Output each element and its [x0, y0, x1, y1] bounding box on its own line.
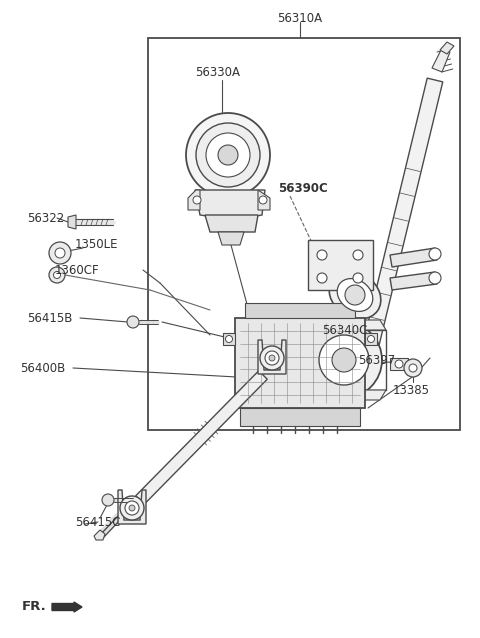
- Polygon shape: [258, 340, 286, 374]
- Polygon shape: [302, 390, 386, 400]
- Text: 56415B: 56415B: [27, 311, 72, 325]
- Circle shape: [259, 196, 267, 204]
- Text: 56310A: 56310A: [277, 11, 323, 24]
- Circle shape: [317, 250, 327, 260]
- Polygon shape: [390, 248, 437, 267]
- Circle shape: [186, 113, 270, 197]
- Circle shape: [120, 496, 144, 520]
- Circle shape: [53, 272, 60, 279]
- Text: 56340C: 56340C: [322, 323, 367, 336]
- Bar: [365, 333, 377, 345]
- Text: 56322: 56322: [27, 212, 64, 225]
- Polygon shape: [352, 78, 443, 392]
- Bar: [390, 358, 408, 370]
- Text: 56330A: 56330A: [195, 66, 240, 78]
- Circle shape: [102, 494, 114, 506]
- Circle shape: [218, 145, 238, 165]
- Circle shape: [127, 316, 139, 328]
- Circle shape: [193, 196, 201, 204]
- Circle shape: [55, 248, 65, 258]
- Circle shape: [306, 322, 382, 398]
- Circle shape: [49, 242, 71, 264]
- Polygon shape: [118, 490, 146, 524]
- Bar: [235, 318, 365, 408]
- Text: 56415C: 56415C: [75, 516, 120, 528]
- Text: 13385: 13385: [393, 383, 430, 396]
- Polygon shape: [195, 190, 265, 220]
- Bar: [245, 303, 355, 318]
- Circle shape: [395, 360, 403, 368]
- Circle shape: [125, 501, 139, 515]
- Ellipse shape: [329, 271, 381, 319]
- Circle shape: [317, 273, 327, 283]
- Text: 1350LE: 1350LE: [75, 239, 119, 251]
- Polygon shape: [136, 371, 267, 504]
- Text: 56390C: 56390C: [278, 181, 328, 195]
- Circle shape: [353, 273, 363, 283]
- Text: 56400B: 56400B: [20, 362, 65, 375]
- Circle shape: [319, 335, 369, 385]
- Circle shape: [226, 336, 232, 343]
- Circle shape: [353, 250, 363, 260]
- Circle shape: [269, 355, 275, 361]
- Circle shape: [265, 351, 279, 365]
- Circle shape: [49, 267, 65, 283]
- Text: 56397: 56397: [358, 353, 395, 366]
- Circle shape: [404, 359, 422, 377]
- Polygon shape: [390, 272, 437, 290]
- FancyArrow shape: [52, 602, 82, 612]
- Circle shape: [332, 348, 356, 372]
- Polygon shape: [432, 48, 450, 72]
- Polygon shape: [94, 530, 105, 540]
- Circle shape: [368, 336, 374, 343]
- Circle shape: [129, 505, 135, 511]
- Ellipse shape: [337, 279, 373, 311]
- Bar: [240, 408, 360, 426]
- Circle shape: [345, 285, 365, 305]
- Text: 1360CF: 1360CF: [55, 263, 100, 276]
- Polygon shape: [188, 190, 200, 210]
- Polygon shape: [68, 215, 76, 229]
- Bar: [302, 330, 386, 390]
- Bar: [223, 333, 235, 345]
- Polygon shape: [218, 232, 244, 245]
- Bar: [148, 38, 460, 430]
- Text: FR.: FR.: [22, 600, 47, 612]
- Polygon shape: [205, 215, 258, 232]
- Polygon shape: [258, 190, 270, 210]
- Circle shape: [260, 346, 284, 370]
- Circle shape: [429, 248, 441, 260]
- Circle shape: [429, 272, 441, 284]
- Circle shape: [206, 133, 250, 177]
- Circle shape: [196, 123, 260, 187]
- Polygon shape: [302, 320, 386, 330]
- Circle shape: [409, 364, 417, 372]
- Bar: [308, 240, 373, 290]
- Polygon shape: [440, 42, 454, 54]
